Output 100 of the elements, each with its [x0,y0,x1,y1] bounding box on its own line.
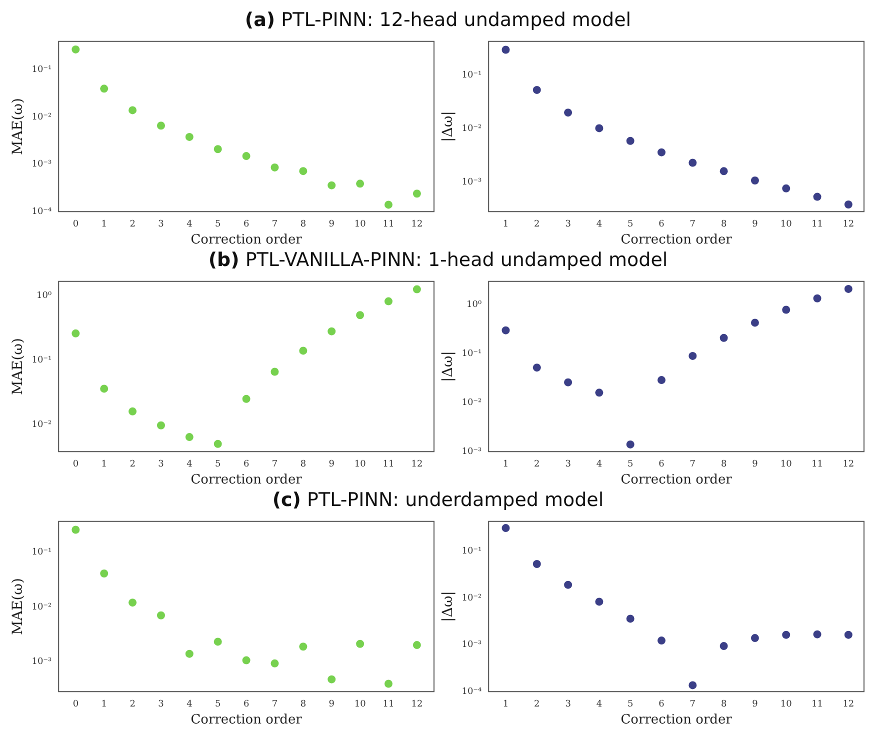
x-tick-label: 4 [596,219,602,230]
x-tick-label: 11 [382,699,394,710]
point [532,364,541,372]
point [813,630,822,638]
x-tick-label: 1 [101,699,107,710]
y-tick-label: 10⁻¹ [32,65,52,76]
y-axis-title: |Δω| [440,111,456,142]
y-tick-label: 10⁻¹ [462,70,482,81]
point [299,167,308,176]
x-tick-label: 11 [812,699,823,710]
x-axis-title: Correction order [620,472,733,488]
point [658,376,666,384]
y-tick-label: 10⁰ [466,300,482,310]
x-tick-label: 2 [534,219,540,230]
point [242,394,250,403]
x-tick-label: 9 [328,459,335,470]
point [720,167,728,176]
x-tick-label: 7 [690,699,696,710]
x-axis-title: Correction order [190,232,303,248]
x-tick-label: 0 [72,699,79,710]
x-tick-label: 3 [158,459,164,470]
point [564,108,572,117]
x-tick-label: 1 [101,459,107,470]
x-tick-label: 2 [534,699,540,710]
point [844,284,852,293]
point [412,285,421,294]
point [100,84,108,93]
x-tick-label: 8 [720,699,727,710]
x-tick-label: 2 [130,219,136,230]
x-tick-label: 6 [243,459,250,470]
chart-title: (c) PTL-PINN: underdamped model [272,489,604,511]
point [412,641,421,650]
x-tick-label: 12 [411,459,423,470]
point [626,440,634,448]
point [782,184,790,192]
y-tick-label: 10⁻¹ [462,546,482,556]
x-tick-label: 8 [720,459,727,470]
point [564,580,572,589]
point [595,598,604,606]
x-axis-title: Correction order [620,712,733,728]
point [688,158,697,167]
y-tick-label: 10⁻² [462,593,482,604]
x-tick-label: 5 [215,699,221,710]
point [658,148,666,156]
x-tick-label: 6 [658,699,665,710]
x-tick-label: 10 [354,219,366,230]
x-tick-label: 7 [272,219,278,230]
x-tick-label: 1 [502,459,509,470]
point [72,329,80,338]
point [502,524,510,532]
point [384,297,392,306]
y-tick-label: 10⁰ [36,291,52,302]
point [356,311,364,320]
point [412,190,421,198]
point [502,46,510,54]
x-axis-title: Correction order [190,472,303,488]
x-tick-label: 10 [780,699,792,710]
point [270,368,279,376]
y-tick-label: 10⁻³ [32,160,52,170]
x-tick-label: 12 [842,219,854,230]
point [270,163,279,172]
y-tick-label: 10⁻³ [462,446,482,457]
y-tick-label: 10⁻³ [462,177,482,188]
x-tick-label: 1 [502,699,509,710]
point [750,318,759,327]
point [156,421,165,430]
y-tick-label: 10⁻⁴ [462,686,482,697]
point [688,352,697,360]
x-tick-label: 8 [300,219,306,230]
x-tick-label: 7 [272,459,278,470]
point [720,642,728,650]
point [658,636,666,645]
point [72,45,80,54]
point [242,656,250,664]
x-tick-label: 7 [690,459,696,470]
point [688,681,697,690]
x-tick-label: 3 [565,459,572,470]
point [750,634,759,642]
x-tick-label: 6 [658,219,665,230]
x-tick-label: 12 [411,219,423,230]
y-tick-label: 10⁻² [462,124,482,134]
x-tick-label: 9 [752,699,758,710]
point [844,630,852,639]
point [532,560,541,568]
x-tick-label: 8 [720,219,727,230]
point [299,346,308,355]
point [384,680,392,688]
point [128,407,137,416]
chart-title: (a) PTL-PINN: 12-head undamped model [244,9,632,31]
x-tick-label: 12 [411,699,423,710]
x-tick-label: 1 [101,219,107,230]
x-tick-label: 9 [752,459,758,470]
x-tick-label: 8 [300,699,306,710]
x-tick-label: 4 [186,459,193,470]
point [813,192,822,201]
point [100,384,108,393]
point [356,180,364,188]
point [214,638,222,646]
x-tick-label: 5 [627,219,634,230]
point [564,378,572,386]
